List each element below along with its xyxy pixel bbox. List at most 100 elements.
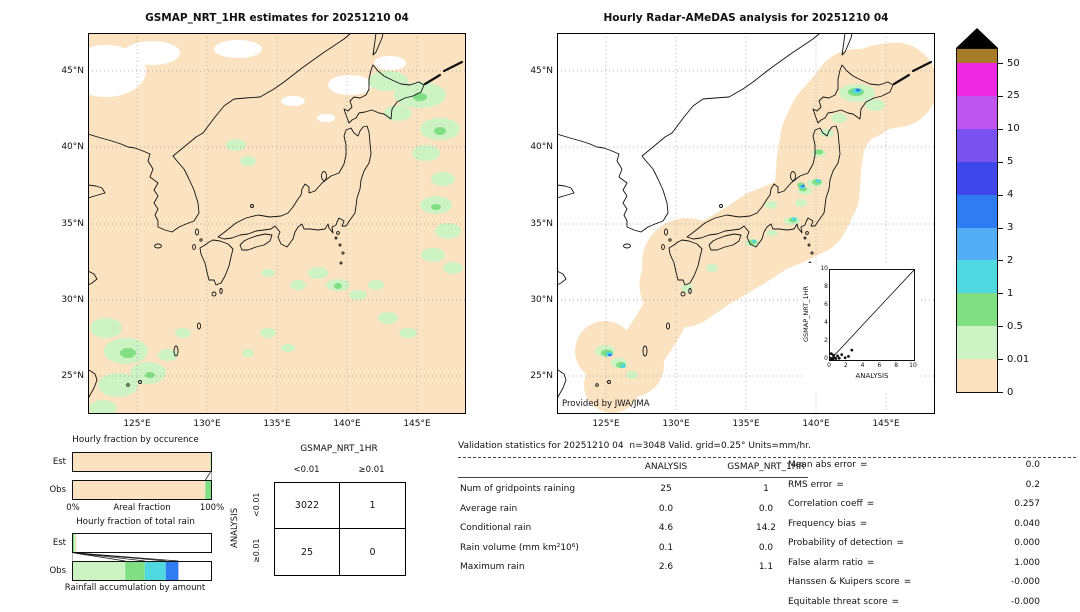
fraction-bar-shape [72, 480, 206, 500]
equals-sign: = [891, 596, 900, 607]
stats-row-label: Average rain [460, 503, 518, 514]
colorbar-tick-label: 5 [1007, 156, 1014, 168]
inset-y-tick: 0 [824, 355, 828, 362]
equals-sign: = [903, 577, 912, 587]
stats-row-label: Rain volume (mm km²10⁶) [460, 542, 579, 553]
inset-x-tick: 4 [860, 362, 865, 369]
colorbar-segment [957, 194, 997, 228]
contingency-grid: 3022 1 25 0 [274, 482, 406, 576]
inset-y-tick: 2 [824, 337, 828, 344]
stats-col-gsmap: GSMAP_NRT_1HR [727, 462, 805, 472]
scatter-point [843, 356, 847, 360]
lat-tick-label: 25°N [530, 371, 553, 381]
metric-row: Correlation coeff = 0.257 [788, 499, 1040, 519]
colorbar-tick [998, 326, 1003, 328]
colorbar-segment [957, 128, 997, 162]
colorbar-segment [957, 359, 997, 393]
fraction-bar-shape [72, 480, 212, 500]
lon-tick-label: 130°E [662, 419, 690, 429]
stats-value: 1 [763, 484, 769, 494]
scatter-point [847, 355, 850, 358]
metric-row: RMS error = 0.2 [788, 480, 1040, 500]
metric-row: Equitable threat score = -0.000 [788, 597, 1040, 612]
metric-label: Correlation coeff [788, 499, 863, 509]
equals-sign: = [896, 538, 905, 548]
fraction-bar-shape [72, 533, 75, 553]
inset-y-tick: 8 [824, 283, 828, 290]
stats-row-label: Conditional rain [460, 523, 532, 533]
fraction-bar-shape [204, 471, 211, 481]
occurrence-est-label: Est [52, 457, 66, 467]
contingency-table: GSMAP_NRT_1HR <0.01 ≥0.01 ANALYSIS <0.01… [228, 444, 423, 594]
contingency-cell: 1 [340, 483, 405, 529]
fraction-bar-shape [72, 561, 126, 581]
stats-value: 0.0 [758, 542, 774, 553]
fraction-bar-shape [75, 533, 77, 553]
metric-value: 0.040 [1014, 518, 1040, 529]
inset-x-tick: 0 [827, 362, 831, 369]
colorbar-labels: 50 25 10 5 4 3 2 1 0.5 0.01 0 [956, 28, 1080, 400]
colorbar-tick-label: 50 [1007, 57, 1020, 69]
lat-tick-label: 35°N [530, 219, 553, 229]
metric-value: -0.000 [1010, 577, 1040, 587]
lat-tick-label: 30°N [530, 295, 553, 305]
lat-tick-label: 45°N [61, 66, 84, 76]
metric-label: Frequency bias [788, 518, 856, 529]
colorbar-tick-label: 1 [1007, 287, 1014, 299]
stats-value: 0.0 [658, 503, 674, 514]
colorbar-tick [998, 128, 1003, 130]
scatter-point [837, 356, 841, 360]
colorbar-segment [957, 293, 997, 327]
occurrence-obs-label: Obs [49, 485, 66, 495]
equals-sign: = [866, 499, 875, 509]
colorbar-tick-label: 2 [1007, 254, 1014, 266]
metric-value: 0.0 [1025, 460, 1040, 470]
fraction-bar-shape [205, 480, 212, 500]
scatter-point [831, 353, 835, 357]
lat-tick-label: 40°N [61, 142, 84, 152]
scatter-inset: GSMAP_NRT_1HR 10 8 6 4 2 0 0 2 4 6 8 10 … [802, 263, 921, 391]
total-rain-obs-label: Obs [49, 566, 66, 576]
metric-label: Hanssen & Kuipers score [788, 577, 900, 587]
colorbar-segment [957, 260, 997, 294]
areal-fraction-min: 0% [66, 503, 80, 513]
scatter-point [836, 354, 839, 358]
scatter-point [829, 352, 833, 356]
contingency-title: GSMAP_NRT_1HR [300, 444, 378, 454]
inset-y-tick: 6 [824, 301, 828, 308]
equals-sign: = [859, 460, 868, 470]
lat-tick-label: 45°N [530, 66, 553, 76]
colorbar-tick [998, 392, 1003, 393]
metric-row: Frequency bias = 0.040 [788, 519, 1040, 539]
lon-tick-label: 135°E [732, 419, 760, 429]
fraction-bar-shape [72, 533, 212, 553]
colorbar-tick-label: 0 [1007, 386, 1014, 398]
metric-row: False alarm ratio = 1.000 [788, 558, 1040, 578]
dashed-divider [458, 457, 1076, 458]
gsmap-estimate-panel: GSMAP_NRT_1HR estimates for 20251210 04 [61, 12, 466, 429]
map-frame [557, 33, 935, 414]
lat-tick-label: 40°N [530, 142, 553, 152]
metric-value: -0.000 [1010, 596, 1040, 607]
moderate-rain-patches [120, 93, 446, 378]
fraction-bar-shape [74, 533, 76, 553]
colorbar-segment [957, 95, 997, 129]
colorbar-tick-label: 25 [1007, 90, 1020, 102]
colorbar-tick [998, 293, 1003, 295]
colorbar-overflow-arrow-icon [956, 28, 998, 48]
inset-x-tick: 6 [877, 362, 882, 369]
colorbar-segment [957, 227, 997, 261]
lon-tick-label: 145°E [872, 419, 900, 429]
scatter-point [850, 348, 854, 352]
contingency-row-label: <0.01 [252, 492, 261, 518]
lon-tick-label: 145°E [403, 419, 431, 429]
fraction-bar-shape [75, 552, 145, 562]
precip-colorbar: 50 25 10 5 4 3 2 1 0.5 0.01 0 [956, 28, 1080, 400]
colorbar-tick [998, 95, 1003, 97]
radar-analysis-map [557, 33, 935, 414]
occurrence-fraction-bars [72, 452, 212, 500]
contingency-cell: 0 [369, 546, 376, 558]
scatter-point [840, 353, 844, 356]
fraction-bar-shape [76, 552, 179, 562]
